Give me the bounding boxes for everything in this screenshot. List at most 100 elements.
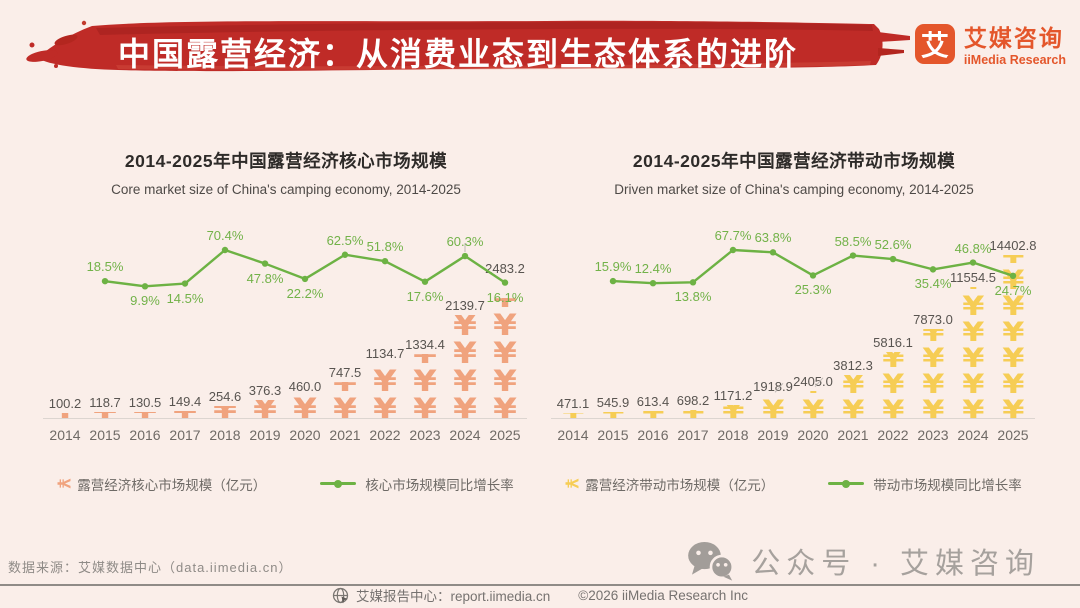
yuan-symbol: ¥ <box>453 363 477 398</box>
growth-pct-label: 24.7% <box>994 282 1032 298</box>
copyright-text: ©2026 iiMedia Research Inc <box>578 587 749 603</box>
yuan-symbol: ¥ <box>173 411 197 418</box>
bar-2024: ¥¥¥¥¥¥ <box>958 287 988 418</box>
bar-symbol-stack: ¥¥ <box>330 382 360 418</box>
yuan-symbol: ¥ <box>413 391 437 418</box>
growth-pct-label: 14.5% <box>166 290 204 306</box>
chart-title-cn: 2014-2025年中国露营经济带动市场规模 <box>632 151 956 171</box>
bar-2019: ¥ <box>758 396 788 418</box>
plot-area: ¥2014471.1¥2015545.9¥2016613.4¥2017698.2… <box>551 225 1037 443</box>
bar-2015: ¥ <box>90 412 120 418</box>
yuan-symbol: ¥ <box>1001 395 1025 418</box>
wechat-account-label: 公众号 · 艾媒咨询 <box>751 548 1040 580</box>
bar-2025: ¥¥¥¥¥¥¥ <box>998 255 1028 418</box>
legend-item-bar: ¥ 露营经济核心市场规模（亿元） <box>54 473 267 494</box>
growth-point <box>849 252 857 259</box>
wechat-icon <box>688 541 735 581</box>
growth-point <box>501 279 509 286</box>
year-label: 2017 <box>677 427 709 443</box>
bar-symbol-stack: ¥ ¥ ¥ ¥ <box>918 329 948 418</box>
bar-symbol-stack: ¥¥¥¥¥ <box>490 298 520 418</box>
yuan-symbol: ¥ <box>413 363 437 398</box>
yuan-symbol: ¥ <box>293 395 317 418</box>
yuan-symbol: ¥ <box>722 405 744 418</box>
bar-2016: ¥ <box>638 411 668 418</box>
bar-value-label: 7873.0 <box>913 311 953 327</box>
yuan-symbol: ¥ <box>373 363 397 398</box>
growth-point <box>889 255 897 263</box>
yuan-symbol: ¥ <box>841 374 865 400</box>
growth-pct-label: 62.5% <box>326 232 364 248</box>
growth-pct-label: 60.3% <box>446 234 484 250</box>
bar-value-label: 3812.3 <box>833 357 873 373</box>
year-label: 2018 <box>717 427 749 443</box>
bar-symbol-stack: ¥¥ <box>838 375 868 418</box>
legend-line-label: 带动市场规模同比增长率 <box>873 477 1022 493</box>
page-title: 中国露营经济：从消费业态到生态体系的进阶 <box>118 36 799 72</box>
x-axis <box>43 418 527 419</box>
growth-point <box>969 259 977 266</box>
year-label: 2021 <box>329 427 361 443</box>
legend-item-bar: ¥ 露营经济带动市场规模（亿元） <box>562 473 775 494</box>
growth-point <box>341 251 349 258</box>
chart-title-en: Driven market size of China's camping ec… <box>614 182 974 197</box>
growth-pct-label: 70.4% <box>206 228 244 243</box>
year-label: 2024 <box>449 427 481 443</box>
yuan-symbol: ¥ <box>413 354 437 368</box>
yuan-symbol: ¥ <box>1001 291 1025 322</box>
bar-value-label: 613.4 <box>636 394 670 410</box>
iimedia-logo: 艾 艾媒咨询 iiMedia Research <box>914 24 1066 68</box>
legend-line-label: 核心市场规模同比增长率 <box>365 477 514 493</box>
bar-value-label: 747.5 <box>328 364 362 380</box>
year-label: 2022 <box>877 427 909 443</box>
growth-pct-label: 46.8% <box>954 240 992 256</box>
line-legend-dot <box>334 479 343 488</box>
chart-title-cn: 2014-2025年中国露营经济核心市场规模 <box>124 151 448 171</box>
bar-symbol-stack: ¥ ¥ ¥ ¥ <box>450 315 480 418</box>
yuan-symbol: ¥ <box>921 394 945 418</box>
logo-brand-en: iiMedia Research <box>963 53 1066 68</box>
growth-point <box>689 279 697 286</box>
footer-bar: 艾媒报告中心：report.iimedia.cn ©2026 iiMedia R… <box>0 585 1080 605</box>
bar-value-label: 254.6 <box>208 388 242 404</box>
growth-point <box>809 272 817 279</box>
bar-symbol-stack: ¥ <box>638 411 668 418</box>
year-label: 2014 <box>557 427 589 443</box>
yuan-symbol: ¥ <box>921 342 945 374</box>
chart-legend: ¥ 露营经济核心市场规模（亿元） 核心市场规模同比增长率 <box>40 473 532 494</box>
bar-2017: ¥ <box>170 411 200 418</box>
chart-title-en: Core market size of China's camping econ… <box>111 182 461 197</box>
bar-2019: ¥ <box>250 400 280 418</box>
line-legend-icon <box>320 479 357 488</box>
yuan-symbol: ¥ <box>961 368 985 400</box>
bar-value-label: 130.5 <box>128 394 162 410</box>
year-label: 2024 <box>957 427 989 443</box>
yuan-symbol: ¥ <box>213 406 237 418</box>
yuan-symbol: ¥ <box>493 308 517 342</box>
bar-2022: ¥ ¥ <box>370 363 400 418</box>
chart-driven-market: 2014-2025年中国露营经济带动市场规模 Driven market siz… <box>548 148 1040 520</box>
bar-symbol-stack: ¥ <box>758 396 788 418</box>
bar-2017: ¥ <box>678 410 708 418</box>
brush-stroke-graphic <box>26 20 910 72</box>
year-label: 2019 <box>249 427 281 443</box>
yuan-symbol: ¥ <box>253 399 277 418</box>
bar-symbol-stack: ¥ <box>170 411 200 418</box>
bar-2014: ¥ <box>558 413 588 418</box>
year-label: 2025 <box>489 427 521 443</box>
bar-2015: ¥ <box>598 412 628 418</box>
growth-pct-label: 25.3% <box>794 282 832 298</box>
yuan-symbol: ¥ <box>682 410 704 418</box>
year-label: 2016 <box>637 427 669 443</box>
growth-pct-label: 35.4% <box>914 276 952 292</box>
logo-mark-icon: 艾 <box>914 24 955 64</box>
yuan-symbol: ¥ <box>761 396 785 418</box>
yuan-symbol: ¥ <box>493 364 517 398</box>
bar-2023: ¥¥¥ <box>410 354 440 418</box>
growth-point <box>461 252 469 260</box>
bar-value-label: 471.1 <box>556 395 590 411</box>
report-center-text: 艾媒报告中心：report.iimedia.cn <box>355 589 551 604</box>
bar-2025: ¥¥¥¥¥ <box>490 298 520 418</box>
bar-symbol-stack: ¥ <box>678 410 708 418</box>
yuan-symbol: ¥ <box>961 316 985 348</box>
